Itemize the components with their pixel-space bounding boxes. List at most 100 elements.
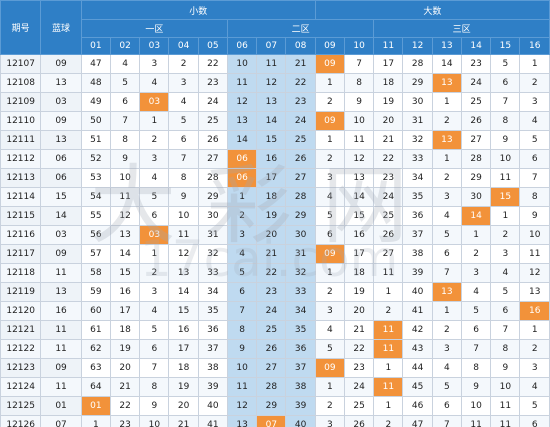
issue-number: 12112	[0, 149, 42, 169]
miss-count-cell: 60	[80, 301, 111, 321]
hit-cell: 11	[373, 377, 404, 397]
miss-count-cell: 11	[490, 168, 521, 188]
column-header-06: 06	[226, 37, 258, 55]
miss-count-cell: 13	[343, 168, 375, 188]
miss-count-cell: 8	[490, 339, 521, 359]
blue-ball-value: 01	[40, 396, 82, 416]
miss-count-cell: 5	[431, 377, 462, 397]
miss-count-cell: 11	[460, 415, 492, 427]
miss-count-cell: 24	[373, 187, 404, 207]
miss-count-cell: 7	[460, 339, 492, 359]
hit-cell: 06	[226, 168, 258, 188]
miss-count-cell: 43	[402, 339, 433, 359]
miss-count-cell: 12	[168, 244, 199, 264]
miss-count-cell: 31	[402, 111, 433, 131]
miss-count-cell: 23	[373, 168, 404, 188]
miss-count-cell: 16	[343, 225, 375, 245]
miss-count-cell: 3	[431, 187, 462, 207]
hit-cell: 11	[373, 320, 404, 340]
issue-number: 12118	[0, 263, 42, 283]
miss-count-cell: 23	[285, 92, 316, 112]
miss-count-cell: 18	[168, 358, 199, 378]
miss-count-cell: 48	[80, 73, 111, 93]
miss-count-cell: 22	[109, 396, 141, 416]
hit-cell: 13	[431, 130, 462, 150]
miss-count-cell: 4	[139, 73, 170, 93]
miss-count-cell: 7	[431, 263, 462, 283]
miss-count-cell: 13	[519, 282, 550, 302]
miss-count-cell: 6	[490, 73, 521, 93]
miss-count-cell: 11	[519, 244, 550, 264]
miss-count-cell: 1	[314, 377, 345, 397]
miss-count-cell: 27	[197, 149, 228, 169]
miss-count-cell: 21	[373, 130, 404, 150]
miss-count-cell: 25	[285, 130, 316, 150]
table-row: 12119 13 59 16 3 14 34 6 23 33 2 19 1 40 13 4 5 13	[0, 282, 550, 302]
miss-count-cell: 3	[314, 168, 345, 188]
hit-cell: 09	[314, 111, 345, 131]
blue-ball-value: 11	[40, 320, 82, 340]
issue-number: 12113	[0, 168, 42, 188]
miss-count-cell: 29	[285, 206, 316, 226]
miss-count-cell: 10	[490, 377, 521, 397]
hit-cell: 09	[314, 54, 345, 74]
table-row: 12112 06 52 9 3 7 27 06 16 26 2 12 22 33 1 28 10 6	[0, 149, 550, 169]
miss-count-cell: 6	[431, 244, 462, 264]
miss-count-cell: 13	[109, 225, 141, 245]
miss-count-cell: 61	[80, 320, 111, 340]
miss-count-cell: 1	[519, 54, 550, 74]
miss-count-cell: 10	[168, 206, 199, 226]
table-row: 12124 11 64 21 8 19 39 11 28 38 1 24 11 45 5 9 10 4	[0, 377, 550, 397]
miss-count-cell: 9	[343, 92, 375, 112]
blue-ball-value: 09	[40, 358, 82, 378]
miss-count-cell: 16	[168, 320, 199, 340]
miss-count-cell: 7	[168, 149, 199, 169]
blue-ball-value: 13	[40, 73, 82, 93]
hit-cell: 13	[431, 73, 462, 93]
issue-number: 12109	[0, 92, 42, 112]
miss-count-cell: 2	[373, 415, 404, 427]
blue-ball-value: 03	[40, 225, 82, 245]
miss-count-cell: 4	[519, 377, 550, 397]
miss-count-cell: 36	[402, 206, 433, 226]
miss-count-cell: 2	[431, 168, 462, 188]
zone2-header: 二区	[226, 19, 375, 38]
issue-number: 12119	[0, 282, 42, 302]
column-header-03: 03	[139, 37, 170, 55]
miss-count-cell: 24	[256, 301, 287, 321]
table-row: 12108 13 48 5 4 3 23 11 12 22 1 8 18 29 13 24 6 2	[0, 73, 550, 93]
miss-count-cell: 39	[285, 396, 316, 416]
miss-count-cell: 32	[402, 130, 433, 150]
miss-count-cell: 4	[226, 244, 258, 264]
miss-count-cell: 7	[109, 111, 141, 131]
hit-cell: 11	[373, 339, 404, 359]
miss-count-cell: 8	[490, 111, 521, 131]
miss-count-cell: 26	[373, 225, 404, 245]
hit-cell: 01	[80, 396, 111, 416]
table-row: 12117 09 57 14 1 12 32 4 21 31 09 17 27 38 6 2 3 11	[0, 244, 550, 264]
miss-count-cell: 24	[460, 73, 492, 93]
issue-number: 12108	[0, 73, 42, 93]
miss-count-cell: 14	[226, 130, 258, 150]
miss-count-cell: 29	[402, 73, 433, 93]
miss-count-cell: 11	[490, 415, 521, 427]
miss-count-cell: 26	[285, 149, 316, 169]
miss-count-cell: 12	[226, 92, 258, 112]
miss-count-cell: 30	[402, 92, 433, 112]
miss-count-cell: 44	[402, 358, 433, 378]
issue-number: 12115	[0, 206, 42, 226]
miss-count-cell: 22	[343, 339, 375, 359]
miss-count-cell: 7	[519, 168, 550, 188]
miss-count-cell: 5	[139, 320, 170, 340]
miss-count-cell: 20	[256, 225, 287, 245]
hit-cell: 07	[256, 415, 287, 427]
table-row: 12118 11 58 15 2 13 33 5 22 32 1 18 11 39 7 3 4 12	[0, 263, 550, 283]
table-row: 12109 03 49 6 03 4 24 12 13 23 2 9 19 30 1 25 7 3	[0, 92, 550, 112]
blue-ball-value: 09	[40, 111, 82, 131]
miss-count-cell: 6	[139, 339, 170, 359]
miss-count-cell: 5	[314, 339, 345, 359]
miss-count-cell: 12	[343, 149, 375, 169]
blue-ball-value: 06	[40, 168, 82, 188]
miss-count-cell: 27	[460, 130, 492, 150]
